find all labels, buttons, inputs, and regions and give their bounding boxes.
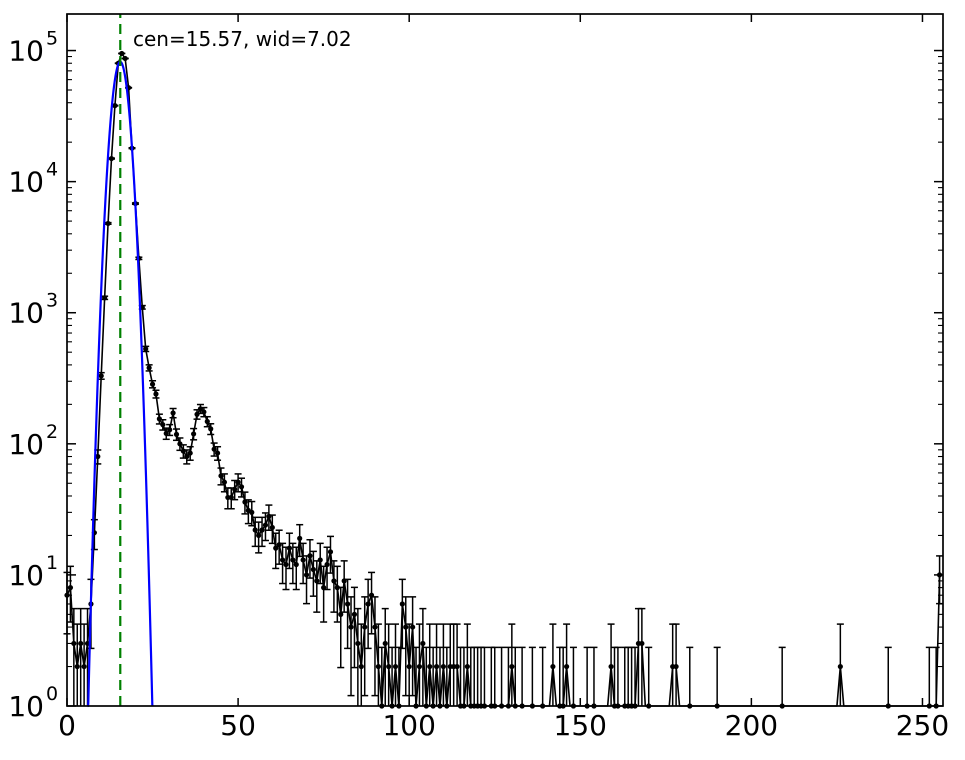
x-tick-label: 200 [725,709,778,742]
fit-annotation-text: cen=15.57, wid=7.02 [133,27,352,51]
y-tick-label-exponent: 3 [46,290,58,312]
x-tick-label: 50 [220,709,256,742]
y-tick-label-base: 10 [8,297,44,330]
y-tick-label-exponent: 5 [46,28,58,50]
y-tick-label-base: 10 [8,166,44,199]
y-tick-label-base: 10 [8,690,44,723]
y-tick-label-exponent: 1 [46,552,58,574]
y-tick-label-base: 10 [8,559,44,592]
axis-ticks [66,14,943,707]
histogram-series [63,50,944,709]
x-tick-label: 250 [896,709,949,742]
x-tick-label: 100 [382,709,435,742]
x-tick-label: 150 [554,709,607,742]
y-tick-label-exponent: 4 [46,159,58,181]
y-tick-label-exponent: 2 [46,421,58,443]
axes-frame [66,13,944,707]
y-tick-label-base: 10 [8,35,44,68]
y-tick-label-exponent: 0 [46,683,58,705]
y-tick-label-base: 10 [8,428,44,461]
x-tick-label: 0 [58,709,76,742]
